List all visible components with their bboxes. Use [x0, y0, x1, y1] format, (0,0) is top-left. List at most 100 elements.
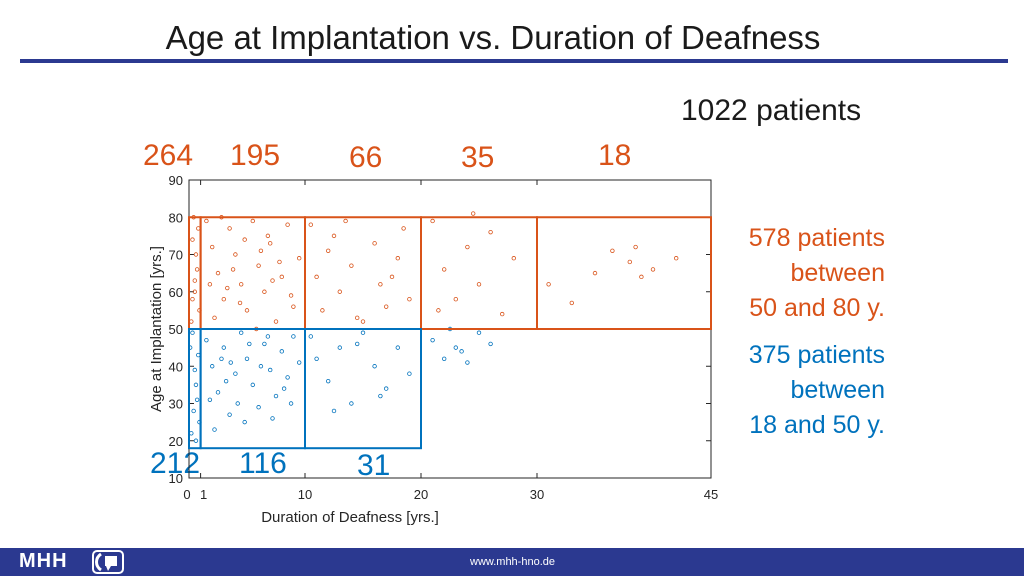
side-orange-line-2: between	[790, 259, 885, 287]
data-point	[270, 416, 275, 421]
data-point	[242, 419, 247, 425]
data-point	[207, 282, 213, 287]
data-point	[190, 237, 195, 242]
data-point	[219, 356, 224, 361]
data-point	[193, 438, 199, 443]
data-point	[349, 401, 354, 406]
data-point	[285, 222, 290, 227]
count-blue-1-10: 116	[239, 447, 287, 480]
data-point	[192, 278, 197, 283]
y-tick-label: 40	[169, 359, 183, 374]
data-point	[258, 248, 264, 253]
data-point	[244, 308, 250, 313]
y-tick-label: 60	[169, 285, 183, 300]
data-point	[360, 319, 366, 324]
data-point	[633, 244, 638, 250]
data-point	[288, 293, 294, 298]
data-point	[650, 267, 656, 272]
data-point	[395, 345, 400, 350]
data-point	[225, 285, 230, 291]
y-tick-label: 70	[169, 248, 183, 263]
count-orange-20-30: 35	[461, 141, 495, 174]
y-tick-label: 30	[169, 397, 183, 412]
data-point	[192, 289, 197, 294]
data-point	[378, 393, 383, 399]
data-point	[488, 229, 493, 235]
x-tick-label: 1	[200, 487, 207, 502]
data-point	[193, 252, 199, 257]
data-point	[268, 367, 273, 373]
x-tick-label: 30	[530, 487, 544, 502]
data-point	[355, 341, 360, 347]
data-point	[215, 390, 221, 395]
data-point	[384, 386, 389, 391]
data-point	[250, 218, 255, 224]
data-point	[212, 427, 217, 432]
data-point	[273, 319, 279, 324]
x-axis-label: Duration of Deafness [yrs.]	[261, 509, 439, 526]
data-point	[238, 282, 244, 287]
data-point	[639, 274, 644, 280]
count-blue-0-1: 212	[150, 447, 201, 480]
data-point	[308, 222, 313, 227]
data-point	[204, 337, 209, 343]
data-point	[297, 256, 302, 261]
data-point	[242, 237, 247, 242]
data-point	[331, 408, 337, 414]
data-point	[337, 289, 342, 294]
data-point	[308, 334, 313, 339]
data-point	[355, 315, 360, 321]
data-point	[221, 345, 226, 350]
data-point	[281, 386, 287, 391]
data-point	[291, 334, 296, 339]
y-tick-label: 10	[169, 471, 183, 486]
data-point	[627, 259, 632, 265]
data-point	[189, 319, 194, 324]
data-point	[250, 382, 255, 388]
data-point	[326, 378, 331, 384]
data-point	[389, 274, 395, 280]
side-blue-line-3: 18 and 50 y.	[749, 411, 885, 439]
data-point	[192, 367, 197, 373]
data-point	[430, 218, 435, 224]
data-point	[610, 248, 615, 253]
y-axis-label: Age at Implantation [yrs.]	[148, 246, 165, 412]
data-point	[268, 241, 273, 246]
side-orange-line-3: 50 and 80 y.	[749, 294, 885, 322]
count-orange-10-20: 66	[349, 141, 383, 174]
data-point	[194, 397, 200, 402]
data-point	[270, 278, 275, 283]
data-point	[297, 360, 302, 365]
data-point	[279, 274, 284, 280]
data-point	[215, 270, 221, 276]
count-blue-10-20: 31	[357, 449, 391, 482]
data-point	[465, 244, 470, 250]
scatter-chart: 10 20 30 40 50 60 70 80 90 0 1 10 20 30 45 Duration of …	[148, 173, 718, 526]
data-point	[273, 393, 279, 399]
data-point	[262, 341, 267, 347]
x-tick-label: 10	[298, 487, 312, 502]
data-point	[488, 341, 493, 347]
data-point	[207, 397, 213, 402]
y-tick-label: 90	[169, 173, 183, 188]
data-point	[372, 241, 377, 246]
bin-box	[304, 328, 422, 450]
data-point	[262, 289, 267, 294]
data-point	[238, 330, 244, 335]
data-point	[407, 297, 412, 302]
data-point	[314, 274, 319, 280]
data-point	[453, 297, 458, 302]
x-tick-label: 45	[704, 487, 718, 502]
count-orange-1-10: 195	[230, 139, 281, 172]
data-point	[459, 349, 464, 354]
data-point	[476, 330, 482, 335]
data-point	[326, 248, 331, 253]
data-point	[191, 408, 196, 414]
data-point	[320, 308, 325, 313]
data-point	[436, 308, 441, 313]
x-tick-label: 20	[414, 487, 428, 502]
data-point	[337, 345, 342, 350]
side-blue-line-2: between	[790, 376, 885, 404]
x-tick-label: 0	[183, 487, 190, 502]
side-blue-line-1: 375 patients	[748, 341, 885, 369]
